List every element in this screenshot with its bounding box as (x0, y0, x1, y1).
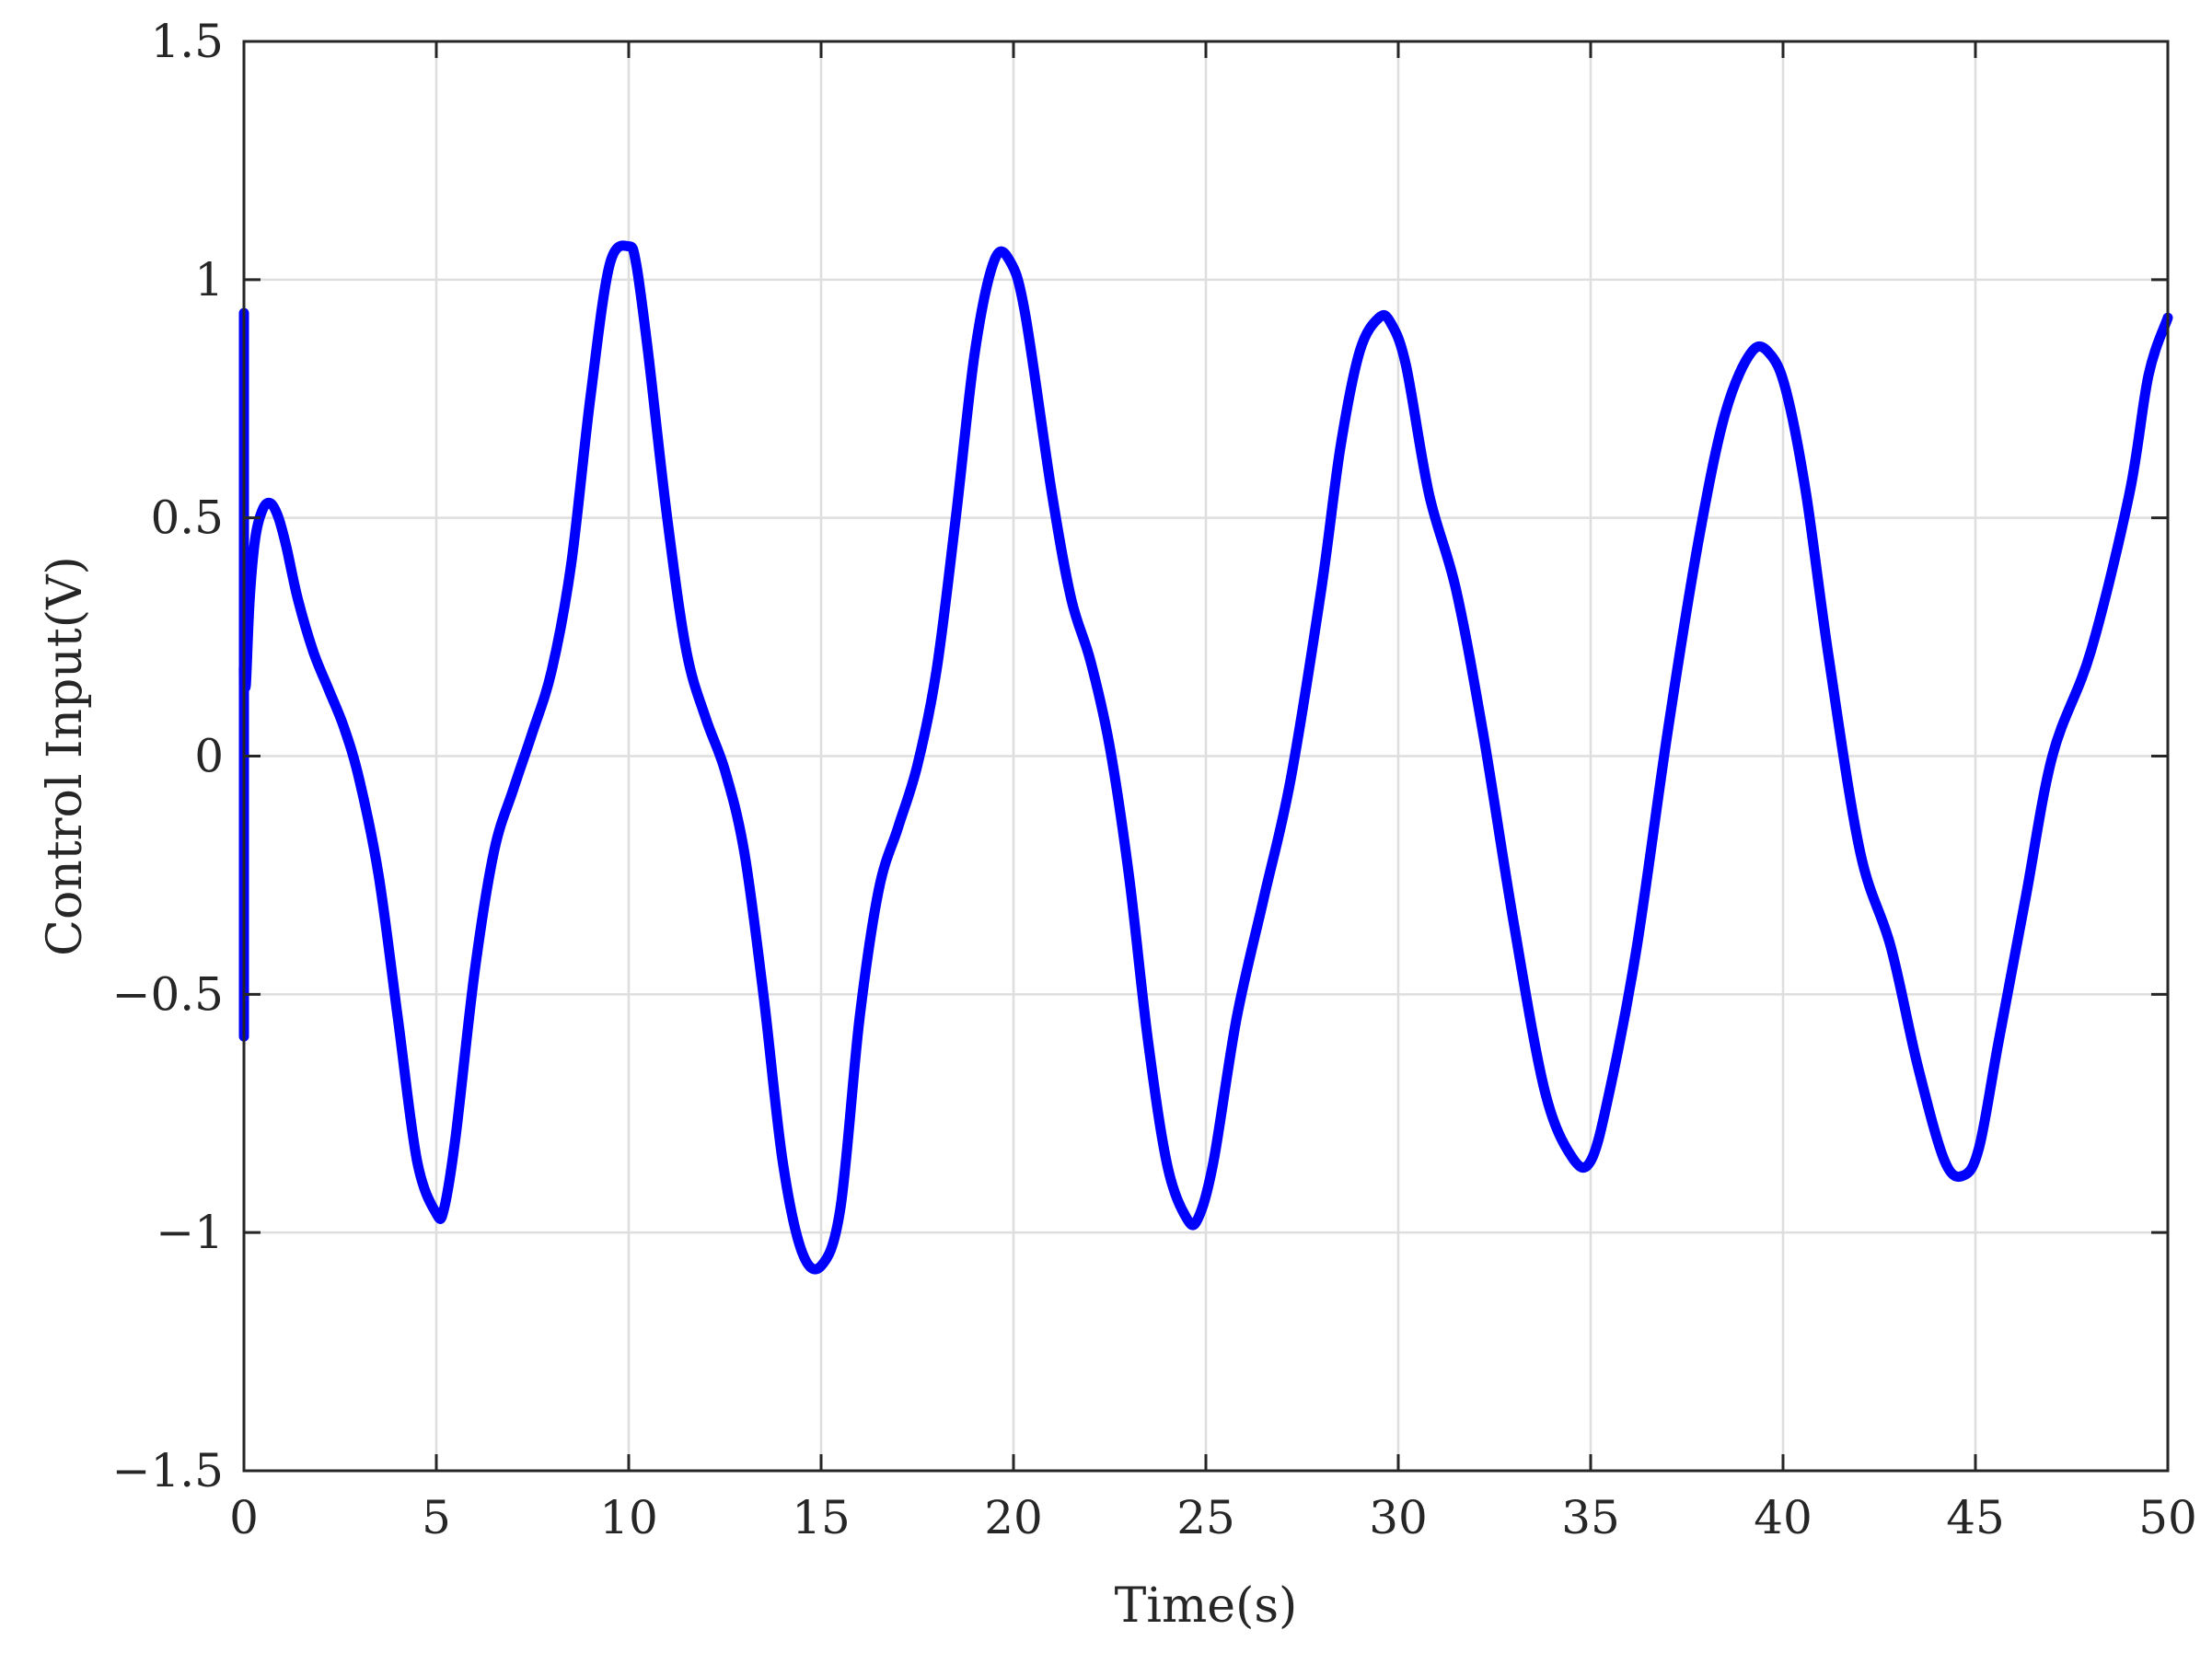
y-tick-label: −1 (156, 1206, 224, 1259)
y-tick-label: 1 (194, 253, 224, 306)
series-layer (238, 240, 2173, 1275)
x-tick-label: 40 (1754, 1491, 1812, 1544)
y-tick-label: −0.5 (112, 967, 224, 1021)
y-tick-label: 0 (194, 730, 224, 783)
y-tick-labels: −1.5 −1 −0.5 0 0.5 1 1.5 (112, 15, 224, 1497)
x-tick-label: 20 (984, 1491, 1043, 1544)
x-tick-label: 0 (229, 1491, 259, 1544)
x-tick-label: 10 (599, 1491, 658, 1544)
x-tick-label: 30 (1369, 1491, 1428, 1544)
y-tick-label: 0.5 (150, 491, 224, 545)
grid (244, 41, 2168, 1471)
y-tick-label: −1.5 (112, 1444, 224, 1497)
y-tick-label: 1.5 (150, 15, 224, 68)
x-tick-label: 45 (1946, 1491, 2005, 1544)
x-tick-labels: 0 5 10 15 20 25 30 35 40 45 50 (229, 1491, 2197, 1544)
x-axis-title: Time(s) (1115, 1578, 1298, 1634)
x-tick-label: 5 (422, 1491, 451, 1544)
x-tick-label: 25 (1176, 1491, 1235, 1544)
y-axis-title: Control Input(V) (38, 556, 93, 956)
tick-marks (242, 40, 2170, 1473)
x-tick-label: 35 (1561, 1491, 1620, 1544)
x-tick-label: 50 (2138, 1491, 2197, 1544)
series-line (238, 240, 2173, 1275)
x-tick-label: 15 (792, 1491, 851, 1544)
